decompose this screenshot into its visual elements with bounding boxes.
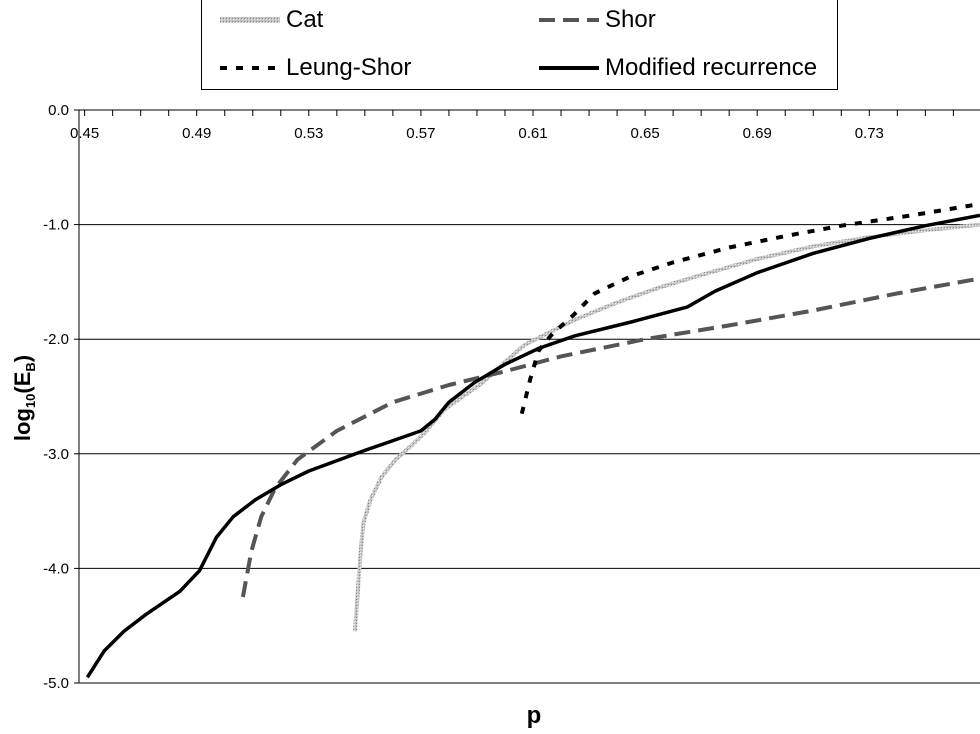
y-tick-labels: 0.0 -1.0 -2.0 -3.0 -4.0 -5.0 [43, 102, 69, 692]
y-tick-label-3: -3.0 [43, 446, 69, 463]
grid-lines [79, 109, 980, 684]
y-tick-label-1: -1.0 [43, 217, 69, 234]
x-axis-label: p [526, 702, 542, 729]
y-axis-label: log10(EB) [10, 355, 38, 441]
x-tick-labels: 0.45 0.49 0.53 0.57 0.61 0.65 0.69 0.73 [70, 125, 884, 142]
y-tick-label-2: -2.0 [43, 331, 69, 348]
legend-label-cat: Cat [286, 6, 324, 33]
legend-label-shor: Shor [605, 6, 656, 33]
legend-item-cat: Cat [218, 0, 323, 40]
y-axis-label-sub: 10 [23, 393, 39, 409]
x-tick-label-4: 0.61 [518, 125, 547, 142]
y-axis-label-close: ) [9, 354, 35, 363]
legend-label-leung-shor: Leung-Shor [286, 54, 412, 81]
series-line-cat [353, 222, 980, 632]
series-group [85, 202, 980, 679]
y-tick-label-4: -4.0 [43, 560, 69, 577]
legend-swatch-shor [539, 18, 599, 22]
x-tick-label-6: 0.69 [743, 125, 772, 142]
legend-swatch-cat [220, 17, 280, 23]
axes [74, 109, 980, 684]
x-tick-label-3: 0.57 [406, 125, 435, 142]
x-tick-label-5: 0.65 [631, 125, 660, 142]
legend-label-modified-recurrence: Modified recurrence [605, 54, 818, 81]
y-tick-label-5: -5.0 [43, 675, 69, 692]
y-axis-label-open: (E [9, 371, 35, 394]
x-tick-label-2: 0.53 [294, 125, 323, 142]
legend-swatch-modified-recurrence [539, 66, 599, 70]
y-axis-label-sub2: B [23, 362, 39, 372]
x-tick-label-0: 0.45 [70, 125, 99, 142]
series-line-shor [240, 276, 980, 598]
legend-item-leung-shor: Leung-Shor [218, 48, 411, 88]
legend-item-modified-recurrence: Modified recurrence [537, 48, 817, 88]
series-line-modified-recurrence [85, 213, 980, 679]
legend-item-shor: Shor [537, 0, 656, 40]
x-tick-label-7: 0.73 [855, 125, 884, 142]
y-tick-label-0: 0.0 [48, 102, 69, 119]
legend-swatch-leung-shor [220, 66, 280, 70]
legend: Cat Shor Leung-Shor Modified recurrence [201, 0, 838, 90]
y-axis-label-main: log [9, 408, 35, 442]
x-tick-label-1: 0.49 [182, 125, 211, 142]
series-line-leung-shor [519, 202, 980, 415]
